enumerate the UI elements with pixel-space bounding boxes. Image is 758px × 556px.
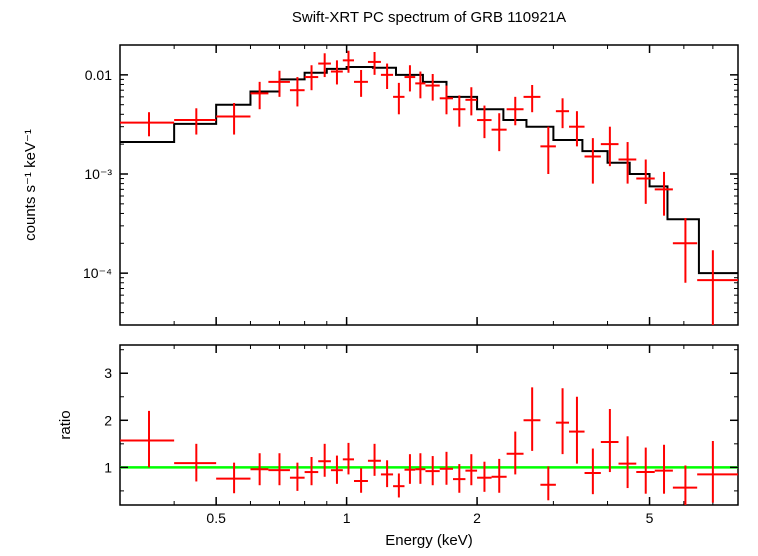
x-tick-label: 1 xyxy=(343,510,351,526)
y-tick-label: 0.01 xyxy=(85,67,112,83)
x-tick-label: 0.5 xyxy=(206,510,226,526)
y-tick-label: 1 xyxy=(104,459,112,475)
x-tick-label: 2 xyxy=(473,510,481,526)
x-axis-label: Energy (keV) xyxy=(385,532,473,549)
chart-title: Swift-XRT PC spectrum of GRB 110921A xyxy=(292,9,566,26)
spectrum-data xyxy=(120,51,738,325)
y-tick-label: 10⁻³ xyxy=(84,166,112,182)
y-axis-label-top: counts s⁻¹ keV⁻¹ xyxy=(22,129,39,241)
spectrum-chart: Swift-XRT PC spectrum of GRB 110921A 10⁻⁴… xyxy=(0,0,758,556)
ratio-data xyxy=(120,387,738,506)
x-tick-label: 5 xyxy=(646,510,654,526)
y-axis-label-bottom: ratio xyxy=(57,410,74,439)
y-tick-label: 10⁻⁴ xyxy=(83,265,112,281)
y-tick-label: 3 xyxy=(104,365,112,381)
y-tick-label: 2 xyxy=(104,412,112,428)
chart-container: Swift-XRT PC spectrum of GRB 110921A 10⁻⁴… xyxy=(0,0,758,556)
